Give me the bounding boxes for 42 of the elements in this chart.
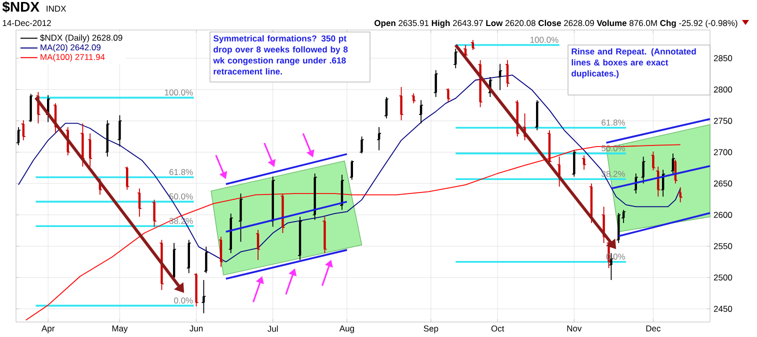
annotation: 0.0% [174, 297, 193, 304]
y-tick-label: 2850 [714, 55, 732, 62]
candlestick [385, 96, 388, 119]
annotation: 61.8% [169, 169, 193, 176]
text: 14-Dec-2012 [2, 20, 51, 26]
line-series [25, 144, 681, 321]
x-tick-label: Nov [567, 326, 582, 332]
y-tick-label: 2750 [714, 118, 732, 124]
chart-title: $NDX [2, 1, 40, 13]
x-tick-label: Oct [491, 326, 504, 332]
candlestick [506, 60, 509, 88]
y-tick-label: 2550 [714, 243, 732, 250]
chart-subtitle: INDX [46, 6, 66, 12]
x-tick-label: May [112, 326, 128, 334]
x-tick-label: Aug [339, 326, 354, 334]
x-tick-label: Sep [424, 326, 438, 334]
x-tick-label: Dec [646, 326, 661, 332]
candlestick [220, 236, 222, 268]
annotation: 61.8% [602, 120, 626, 126]
y-tick-label: 2650 [714, 180, 732, 187]
legend-label: MA(100) 2711.94 [40, 54, 105, 62]
annotation: Rinse and Repeat. (Annotated lines & boxes are exact duplicates.) [572, 48, 696, 78]
annotation: Symmetrical formations? 350 pt drop over 8 weeks followed by 8 wk congestion range under .618 retracement line. [213, 35, 348, 75]
candlestick [298, 216, 302, 260]
legend-label: MA(20) 2642.09 [40, 44, 101, 52]
annotation: 100.0% [164, 89, 193, 96]
x-tick-label: Jul [268, 326, 278, 332]
candlestick [138, 188, 141, 218]
y-tick-label: 2800 [714, 86, 732, 93]
candlestick [256, 229, 260, 260]
annotation: 50.0% [169, 193, 193, 200]
y-tick-label: 2450 [714, 306, 732, 312]
x-tick-label: Jun [190, 326, 203, 332]
y-tick-label: 2600 [714, 212, 732, 218]
y-tick-label: 2500 [714, 274, 732, 281]
text: Open 2635.91 High 2643.97 Low 2620.08 Close 2628.09 Volume 876.0M Chg -25.92 (-0.98%) [374, 20, 738, 28]
x-tick-label: Apr [42, 326, 55, 334]
y-tick-label: 2700 [714, 149, 732, 156]
legend-label: $NDX (Daily) 2628.09 [40, 34, 122, 42]
candlestick [420, 100, 422, 124]
candlestick [17, 126, 20, 146]
annotation: 100.0% [530, 36, 558, 43]
